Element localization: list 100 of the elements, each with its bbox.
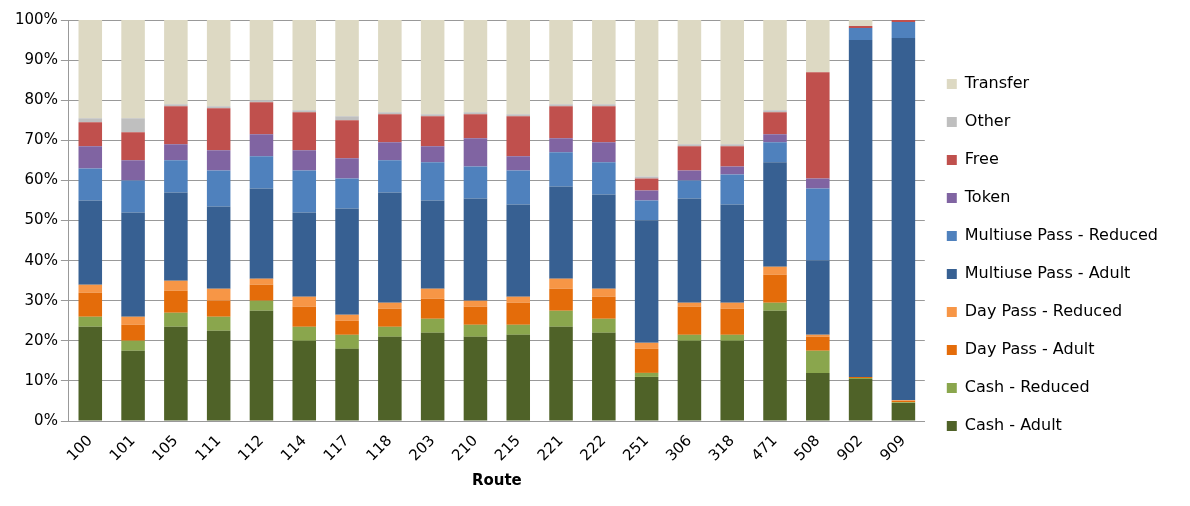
bar bbox=[78, 326, 103, 421]
bar bbox=[806, 20, 830, 73]
bar bbox=[506, 296, 531, 303]
bar bbox=[335, 320, 359, 335]
bar bbox=[677, 170, 702, 181]
bar bbox=[720, 146, 744, 167]
bar bbox=[806, 334, 830, 337]
bar bbox=[891, 20, 916, 23]
bar bbox=[677, 20, 702, 145]
bar bbox=[292, 212, 317, 297]
legend-label: Cash - Adult bbox=[964, 415, 1062, 435]
bar bbox=[206, 330, 231, 421]
bar bbox=[121, 340, 145, 351]
bar bbox=[420, 200, 445, 289]
bar bbox=[720, 174, 744, 205]
bar bbox=[249, 102, 274, 135]
bar bbox=[249, 134, 274, 157]
bar bbox=[206, 316, 231, 331]
bar bbox=[549, 20, 573, 105]
bar bbox=[78, 200, 103, 285]
bar bbox=[335, 334, 359, 349]
bar bbox=[206, 20, 231, 107]
bar bbox=[420, 298, 445, 319]
bar bbox=[634, 220, 659, 343]
bar bbox=[249, 278, 274, 285]
bar bbox=[720, 144, 744, 147]
bar bbox=[378, 160, 402, 193]
bar bbox=[720, 166, 744, 175]
x-tick-label: 112 bbox=[234, 431, 268, 465]
bar bbox=[891, 22, 916, 39]
bar bbox=[806, 72, 830, 179]
bar bbox=[164, 160, 188, 193]
bar bbox=[506, 116, 531, 157]
bar bbox=[592, 20, 616, 105]
legend-label: Other bbox=[964, 111, 1011, 131]
bar bbox=[763, 274, 787, 303]
y-tick-label: 60% bbox=[24, 170, 58, 189]
bar bbox=[121, 118, 145, 133]
bar bbox=[463, 166, 488, 199]
bar bbox=[249, 156, 274, 189]
x-tick-label: 902 bbox=[833, 431, 867, 465]
bar bbox=[420, 20, 445, 115]
bar bbox=[592, 162, 616, 195]
bar bbox=[78, 292, 103, 317]
legend-label: Day Pass - Reduced bbox=[964, 301, 1123, 321]
bar bbox=[378, 192, 402, 303]
x-tick-label: 114 bbox=[276, 431, 310, 465]
bar bbox=[463, 300, 488, 307]
y-tick-label: 30% bbox=[24, 290, 58, 309]
bar bbox=[121, 20, 145, 119]
bar bbox=[549, 106, 573, 139]
bar bbox=[592, 106, 616, 143]
x-tick-label: 105 bbox=[148, 431, 182, 465]
legend-label: Day Pass - Adult bbox=[964, 339, 1095, 359]
bar bbox=[720, 308, 744, 335]
bar bbox=[506, 334, 531, 421]
bar bbox=[506, 302, 531, 325]
bar bbox=[121, 180, 145, 213]
bar bbox=[164, 280, 188, 291]
bar bbox=[420, 162, 445, 201]
bar bbox=[677, 144, 702, 147]
bar bbox=[549, 326, 573, 421]
bar bbox=[292, 170, 317, 213]
bar bbox=[806, 336, 830, 351]
bar bbox=[249, 300, 274, 311]
y-tick-label: 20% bbox=[24, 330, 58, 349]
bar bbox=[378, 112, 402, 115]
legend-label: Transfer bbox=[963, 73, 1030, 93]
bar bbox=[378, 336, 402, 421]
bar bbox=[763, 20, 787, 111]
bar bbox=[592, 318, 616, 333]
bar bbox=[420, 318, 445, 333]
x-tick-label: 251 bbox=[619, 431, 653, 465]
bar bbox=[206, 170, 231, 207]
bar bbox=[634, 176, 659, 179]
bar bbox=[378, 114, 402, 143]
bar bbox=[806, 188, 830, 261]
bar bbox=[249, 284, 274, 301]
bar bbox=[848, 40, 873, 377]
bar bbox=[634, 190, 659, 201]
bar bbox=[121, 316, 145, 325]
bar bbox=[592, 288, 616, 297]
bar bbox=[891, 38, 916, 401]
bar bbox=[592, 104, 616, 107]
bar bbox=[335, 20, 359, 117]
x-tick-label: 111 bbox=[191, 431, 225, 465]
bar bbox=[463, 112, 488, 115]
y-tick-label: 40% bbox=[24, 250, 58, 269]
bar bbox=[634, 178, 659, 191]
bar bbox=[420, 332, 445, 421]
x-tick-label: 118 bbox=[362, 431, 396, 465]
bar bbox=[463, 324, 488, 337]
bar bbox=[335, 120, 359, 159]
bar bbox=[549, 310, 573, 327]
bar bbox=[848, 20, 873, 27]
bar bbox=[335, 348, 359, 421]
bar bbox=[420, 114, 445, 117]
bar bbox=[634, 376, 659, 421]
bar bbox=[677, 340, 702, 421]
bar bbox=[463, 306, 488, 325]
